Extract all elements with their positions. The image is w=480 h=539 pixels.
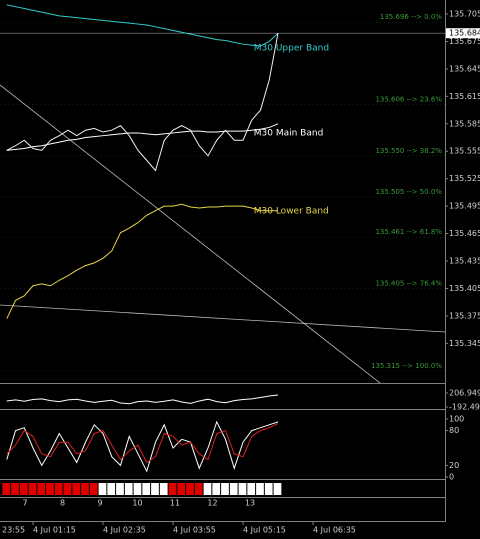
strip-label: 8 [60,499,65,508]
strip-cell [264,483,273,495]
y-tick-label: 135.705 [449,9,480,18]
strip-cell [186,483,194,495]
series-line [6,203,278,319]
y-tick-label: -192.4908 [449,403,480,412]
series-line [6,33,279,172]
strip-cell [89,483,98,495]
y-tick-label: 100 [449,415,464,424]
x-tick-label: 4 Jul 06:35 [313,526,356,535]
fib-label: 135.696 --> 0.0% [380,13,442,21]
series-line [6,123,279,151]
strip-cell [116,483,124,495]
strip-cell [159,483,168,495]
y-tick-label: 135.465 [449,229,480,238]
strip-cell [194,483,203,495]
y-tick-label: 135.375 [449,311,480,320]
strip-label: 12 [207,499,217,508]
strip-cell [98,483,107,495]
y-tick-label: 80 [449,426,459,435]
band-label: M30 Main Band [254,129,324,139]
x-tick-label: 4 Jul 05:15 [243,526,286,535]
strip-cell [81,483,89,495]
y-tick-label: 135.495 [449,202,480,211]
y-tick-label: 135.345 [449,339,480,348]
x-tick-label: 4 Jul 03:55 [173,526,216,535]
fib-label: 135.461 --> 61.8% [375,228,442,236]
strip-label: 11 [170,499,180,508]
strip-cell [273,483,282,495]
x-tick-label: 4 Jul 01:15 [33,526,76,535]
strip-cell [238,483,247,495]
strip-label: 9 [97,499,102,508]
x-tick-label: 23:55 [2,526,25,535]
strip-cell [19,483,28,495]
series-line [6,423,279,464]
y-tick-label: 135.675 [449,37,480,46]
fib-label: 135.550 --> 38.2% [375,147,442,155]
strip-cell [37,483,46,495]
strip-cell [256,483,264,495]
strip-cell [28,483,37,495]
series-line [6,420,279,473]
x-tick-label: 4 Jul 02:35 [103,526,146,535]
strip-cell [133,483,142,495]
y-tick-label: 135.645 [449,64,480,73]
trend-line [0,84,381,384]
strip-cell [2,483,11,495]
last-price-box [446,28,480,39]
strip-cell [221,483,229,495]
strip-cell [63,483,72,495]
band-label: M30 Lower Band [254,206,329,216]
strip-cell [46,483,54,495]
y-tick-label: 135.585 [449,119,480,128]
panel-borders [0,0,446,522]
strip-cell [54,483,63,495]
series-line [6,394,279,405]
strip-cell [168,483,177,495]
strip-cell [142,483,151,495]
strip-cell [11,483,19,495]
fib-label: 135.315 --> 100.0% [371,362,442,370]
strip-cell [229,483,238,495]
series-line [6,4,279,47]
y-tick-label: 135.405 [449,284,480,293]
strip-cell [177,483,186,495]
fib-label: 135.505 --> 50.0% [375,188,442,196]
strip-label: 13 [245,499,255,508]
fib-label: 135.606 --> 23.6% [375,96,442,104]
strip-cell [107,483,116,495]
y-tick-label: 135.555 [449,147,480,156]
trend-line [0,304,446,333]
last-price-label: 135.684 [449,29,480,38]
y-tick-label: 135.435 [449,257,480,266]
strip-cell [203,483,212,495]
strip-cell [212,483,221,495]
y-tick-label: 135.525 [449,174,480,183]
strip-label: 10 [132,499,142,508]
y-tick-label: 20 [449,461,459,470]
strip-cell [151,483,159,495]
y-tick-label: 0 [449,473,454,482]
strip-cell [247,483,256,495]
y-tick-label: 135.615 [449,92,480,101]
fib-label: 135.405 --> 76.4% [375,279,442,287]
trend-lines [0,84,446,384]
y-tick-label: 206.9495 [449,389,480,398]
strip-cell [124,483,133,495]
strip-cell [72,483,81,495]
band-label: M30 Upper Band [254,44,329,54]
strip-label: 7 [22,499,27,508]
